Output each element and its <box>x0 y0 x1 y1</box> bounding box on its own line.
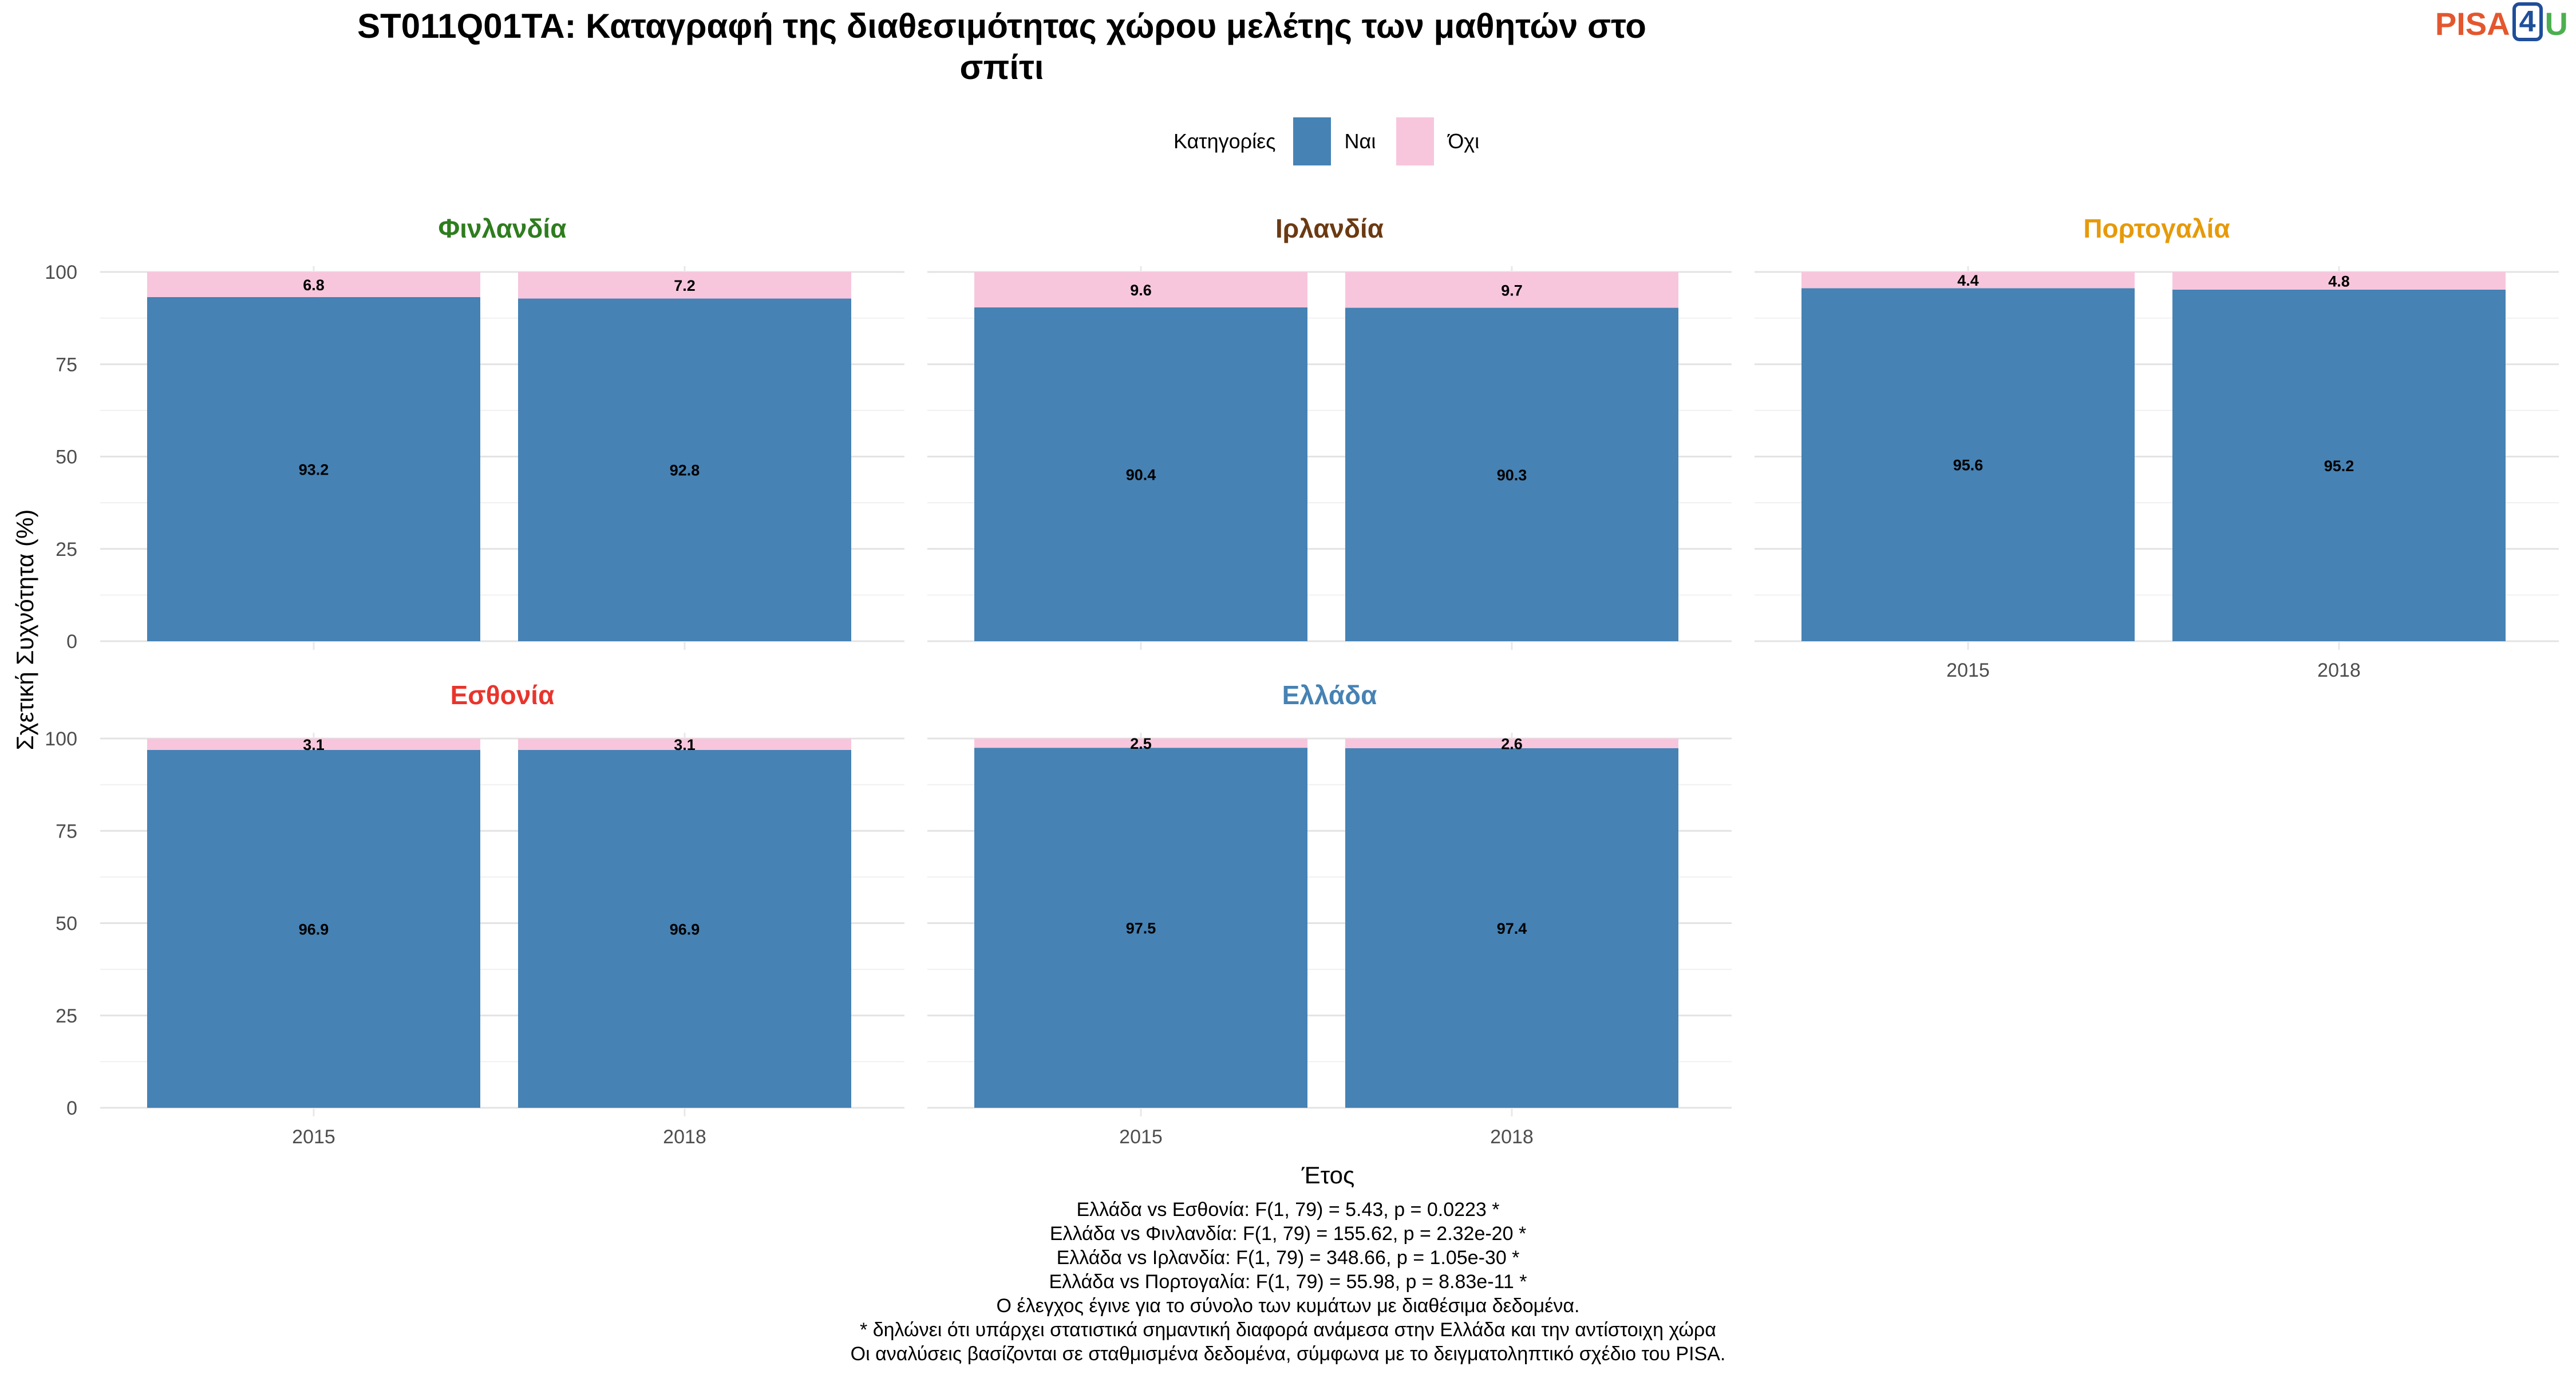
chart-title-line-2: σπίτι <box>959 48 1044 86</box>
bar-yes <box>1801 288 2135 641</box>
bar-yes <box>2172 289 2506 642</box>
caption-line: Ελλάδα vs Εσθονία: F(1, 79) = 5.43, p = … <box>1076 1199 1500 1221</box>
caption-line: Ο έλεγχος έγινε για το σύνολο των κυμάτω… <box>996 1295 1580 1317</box>
y-tick-label: 50 <box>56 447 77 468</box>
bar-yes <box>974 307 1307 641</box>
bar-yes <box>974 748 1307 1108</box>
chart-legend: Κατηγορίες Ναι Όχι <box>1174 117 1500 165</box>
data-label-no: 6.8 <box>303 277 325 294</box>
data-label-no: 4.8 <box>2328 273 2350 290</box>
y-tick-label: 75 <box>56 354 77 376</box>
bar-no <box>147 272 480 297</box>
bar-no <box>1345 272 1678 308</box>
chart-title: ST011Q01TA: Καταγραφή της διαθεσιμότητας… <box>0 6 2004 88</box>
x-tick-label: 2015 <box>1946 660 1990 681</box>
y-axis-title: Σχετική Συχνότητα (%) <box>11 510 38 751</box>
data-label-no: 9.6 <box>1130 282 1152 299</box>
logo-text-number: 4 <box>2512 2 2543 41</box>
data-label-yes: 90.4 <box>1126 466 1156 483</box>
data-label-no: 2.6 <box>1501 735 1523 752</box>
panel-title-4: Εσθονία <box>451 680 555 710</box>
x-axis-title: Έτος <box>1301 1162 1355 1189</box>
data-label-no: 9.7 <box>1501 282 1523 299</box>
bar-yes <box>1345 307 1678 641</box>
bar-no <box>518 739 851 750</box>
caption-line: * δηλώνει ότι υπάρχει στατιστικά σημαντι… <box>860 1319 1716 1341</box>
x-tick-label: 2015 <box>292 1126 335 1148</box>
caption-line: Ελλάδα vs Πορτογαλία: F(1, 79) = 55.98, … <box>1049 1271 1527 1293</box>
logo-text-pisa: PISA <box>2435 6 2510 42</box>
panel-title-5: Ελλάδα <box>1282 680 1377 710</box>
caption-line: Ελλάδα vs Φινλανδία: F(1, 79) = 155.62, … <box>1049 1223 1527 1245</box>
data-label-yes: 96.9 <box>299 921 329 938</box>
data-label-no: 7.2 <box>674 277 696 294</box>
data-label-no: 2.5 <box>1130 735 1152 752</box>
y-tick-label: 50 <box>56 913 77 935</box>
bar-yes <box>147 749 480 1108</box>
panel-title-1: Φινλανδία <box>438 214 567 243</box>
x-tick-label: 2018 <box>663 1126 706 1148</box>
y-tick-label: 0 <box>66 1097 77 1119</box>
caption-line: Ελλάδα vs Ιρλανδία: F(1, 79) = 348.66, p… <box>1056 1247 1520 1269</box>
chart-title-line-1: ST011Q01TA: Καταγραφή της διαθεσιμότητας… <box>357 7 1646 45</box>
legend-swatch-no <box>1396 117 1435 165</box>
bar-no <box>518 272 851 299</box>
bar-yes <box>518 298 851 641</box>
data-label-no: 4.4 <box>1957 272 1979 289</box>
data-label-yes: 90.3 <box>1497 467 1527 484</box>
data-label-no: 3.1 <box>674 736 696 753</box>
y-tick-label: 25 <box>56 539 77 560</box>
legend-label-yes: Ναι <box>1344 129 1376 153</box>
bar-yes <box>518 749 851 1108</box>
bar-no <box>147 739 480 750</box>
logo-text-u: U <box>2545 6 2568 42</box>
panel-title-2: Ιρλανδία <box>1275 214 1384 243</box>
x-tick-label: 2018 <box>1490 1126 1534 1148</box>
y-tick-label: 100 <box>45 262 77 283</box>
bar-yes <box>1345 748 1678 1108</box>
pisa4u-logo: PISA 4 U <box>2435 1 2568 47</box>
bar-yes <box>147 297 480 641</box>
y-tick-label: 25 <box>56 1005 77 1027</box>
data-label-yes: 97.4 <box>1497 920 1527 937</box>
data-label-yes: 95.6 <box>1953 457 1984 474</box>
bar-no <box>974 739 1307 748</box>
data-label-no: 3.1 <box>303 736 325 753</box>
x-tick-label: 2015 <box>1119 1126 1163 1148</box>
legend-label-no: Όχι <box>1448 129 1480 153</box>
bar-no <box>1801 272 2135 289</box>
y-tick-label: 100 <box>45 728 77 750</box>
caption-line: Οι αναλύσεις βασίζονται σε σταθμισμένα δ… <box>850 1343 1726 1365</box>
panel-title-3: Πορτογαλία <box>2083 214 2230 243</box>
statistical-caption: Ελλάδα vs Εσθονία: F(1, 79) = 5.43, p = … <box>716 1198 1860 1366</box>
bar-no <box>2172 272 2506 290</box>
y-tick-label: 75 <box>56 820 77 842</box>
data-label-yes: 92.8 <box>670 462 700 479</box>
bar-no <box>1345 739 1678 748</box>
data-label-yes: 95.2 <box>2324 457 2354 475</box>
x-tick-label: 2018 <box>2317 660 2361 681</box>
data-label-yes: 97.5 <box>1126 920 1156 937</box>
legend-swatch-yes <box>1293 117 1331 165</box>
bar-no <box>974 272 1307 307</box>
legend-title: Κατηγορίες <box>1174 129 1276 153</box>
data-label-yes: 93.2 <box>299 461 329 478</box>
data-label-yes: 96.9 <box>670 921 700 938</box>
y-tick-label: 0 <box>66 631 77 653</box>
